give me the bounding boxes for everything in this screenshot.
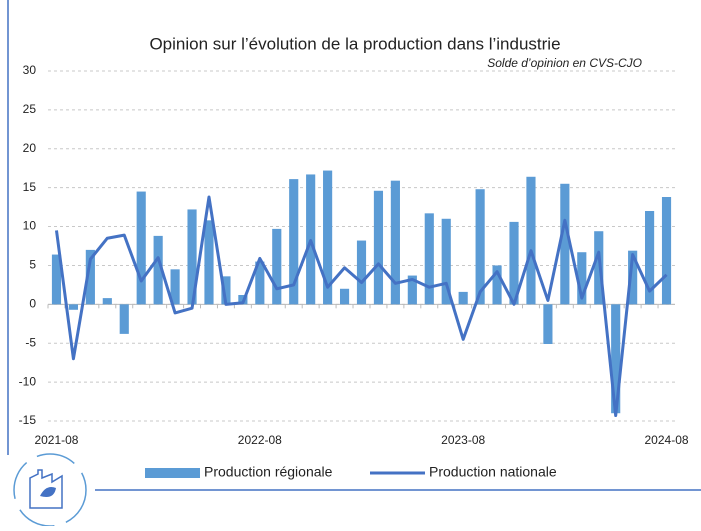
- bar: [51, 254, 62, 305]
- bar: [577, 252, 587, 305]
- bar: [356, 240, 367, 305]
- bar: [102, 298, 112, 305]
- x-tick-label: 2023-08: [441, 433, 485, 447]
- x-tick-label: 2024-08: [645, 433, 689, 447]
- bar: [543, 304, 553, 344]
- bar: [119, 304, 129, 334]
- legend-label: Production nationale: [429, 464, 557, 480]
- bar: [85, 249, 95, 305]
- bar: [221, 276, 231, 305]
- x-tick-label: 2021-08: [34, 433, 78, 447]
- y-tick-label: -5: [25, 335, 36, 349]
- bar: [475, 189, 485, 305]
- bar: [323, 170, 333, 305]
- y-tick-label: -10: [19, 374, 37, 388]
- y-tick-label: 10: [23, 219, 37, 233]
- x-tick-label: 2022-08: [238, 433, 282, 447]
- y-tick-label: 0: [29, 297, 36, 311]
- bar: [272, 228, 282, 305]
- y-tick-label: 20: [23, 141, 37, 155]
- y-tick-label: 30: [23, 63, 37, 77]
- bar: [255, 261, 265, 305]
- bar: [187, 209, 197, 305]
- bar: [492, 265, 502, 305]
- bar: [611, 304, 621, 414]
- bar: [68, 304, 78, 310]
- legend-swatch: [145, 468, 200, 478]
- bar: [661, 197, 672, 305]
- line: [54, 195, 668, 418]
- bar: [509, 221, 519, 305]
- bar: [645, 211, 655, 305]
- legend-label: Production régionale: [204, 464, 333, 480]
- bar: [407, 275, 417, 305]
- y-tick-label: 15: [23, 180, 37, 194]
- bar: [136, 191, 146, 305]
- chart-title: Opinion sur l’évolution de la production…: [149, 34, 560, 53]
- bar: [594, 231, 604, 305]
- y-tick-label: 25: [23, 102, 37, 116]
- y-tick-label: 5: [29, 258, 36, 272]
- bar: [339, 288, 350, 305]
- bar: [441, 218, 451, 305]
- logo-icon: [13, 453, 87, 527]
- chart-subtitle: Solde d’opinion en CVS-CJO: [487, 56, 642, 70]
- bar: [458, 291, 468, 305]
- bar: [373, 190, 384, 305]
- bar: [390, 180, 400, 305]
- bar: [170, 269, 180, 305]
- bar: [289, 179, 299, 305]
- bar: [204, 220, 214, 305]
- bar: [560, 183, 570, 305]
- y-tick-label: -15: [19, 413, 37, 427]
- bar: [424, 213, 434, 305]
- bar: [628, 250, 638, 305]
- bar: [153, 235, 163, 305]
- bar: [526, 176, 536, 305]
